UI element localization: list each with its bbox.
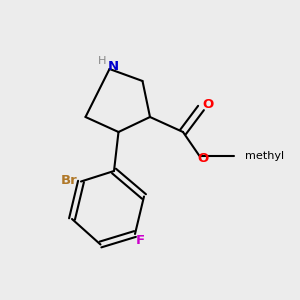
Text: methyl: methyl (245, 151, 284, 161)
Text: N: N (107, 59, 119, 73)
Text: Br: Br (61, 173, 77, 187)
Text: O: O (202, 98, 213, 112)
Text: O: O (197, 152, 208, 166)
Text: H: H (98, 56, 106, 66)
Text: F: F (136, 233, 145, 247)
